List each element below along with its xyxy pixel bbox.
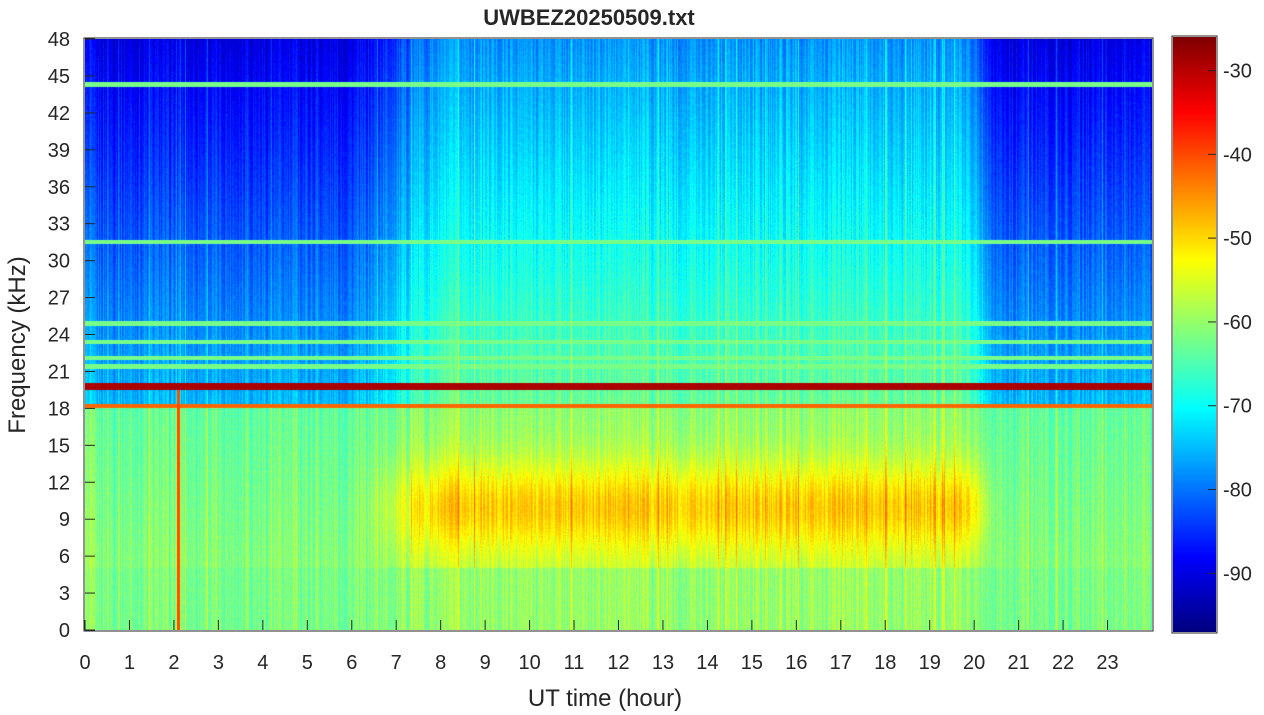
y-tick-label: 18 (48, 398, 70, 420)
y-tick-label: 27 (48, 288, 70, 310)
x-tick-label: 2 (168, 652, 179, 674)
x-tick-label: 10 (518, 652, 540, 674)
x-tick-label: 17 (830, 652, 852, 674)
x-axis-ticks: 0 1 2 3 4 5 6 7 8 9 10 11 12 13 14 15 16 17 18 19 20 21 22 23 (79, 620, 1119, 674)
colorbar-tick-label: -50 (1223, 228, 1252, 250)
x-tick-label: 6 (346, 652, 357, 674)
y-tick-label: 21 (48, 361, 70, 383)
colorbar-gradient (1173, 37, 1216, 632)
x-tick-label: 5 (302, 652, 313, 674)
colorbar-ticks: -90 -80 -70 -60 -50 -40 -30 (1208, 61, 1252, 585)
x-tick-label: 12 (607, 652, 629, 674)
x-tick-label: 1 (124, 652, 135, 674)
y-tick-label: 36 (48, 177, 70, 199)
y-tick-label: 33 (48, 214, 70, 236)
y-tick-label: 0 (59, 620, 70, 642)
y-tick-label: 12 (48, 472, 70, 494)
colorbar-tick-label: -70 (1223, 396, 1252, 418)
colorbar-tick-label: -40 (1223, 144, 1252, 166)
x-tick-label: 3 (213, 652, 224, 674)
y-tick-label: 15 (48, 435, 70, 457)
y-axis-label: Frequency (kHz) (4, 256, 31, 433)
colorbar-tick-label: -80 (1223, 480, 1252, 502)
x-tick-label: 0 (79, 652, 90, 674)
x-tick-label: 14 (696, 652, 718, 674)
colorbar-tick-label: -60 (1223, 312, 1252, 334)
plot-frame (83, 37, 1154, 632)
y-tick-label: 39 (48, 140, 70, 162)
colorbar-frame (1171, 35, 1218, 634)
x-tick-label: 19 (919, 652, 941, 674)
y-tick-label: 45 (48, 66, 70, 88)
x-tick-label: 15 (741, 652, 763, 674)
y-tick-label: 3 (59, 583, 70, 605)
x-axis-label: UT time (hour) (528, 685, 682, 712)
colorbar-tick-label: -30 (1223, 61, 1252, 83)
y-tick-label: 30 (48, 251, 70, 273)
x-tick-label: 23 (1096, 652, 1118, 674)
x-tick-label: 20 (963, 652, 985, 674)
x-tick-label: 21 (1008, 652, 1030, 674)
x-tick-label: 8 (435, 652, 446, 674)
spectrogram-heatmap (85, 39, 1152, 630)
x-tick-label: 18 (874, 652, 896, 674)
x-tick-label: 13 (652, 652, 674, 674)
x-tick-label: 16 (785, 652, 807, 674)
chart-title: UWBEZ20250509.txt (483, 5, 695, 30)
y-tick-label: 24 (48, 325, 70, 347)
x-tick-label: 11 (564, 652, 585, 674)
x-tick-label: 9 (480, 652, 491, 674)
x-tick-label: 7 (391, 652, 402, 674)
colorbar-tick-label: -90 (1223, 563, 1252, 585)
x-tick-label: 22 (1052, 652, 1074, 674)
y-tick-label: 6 (59, 546, 70, 568)
y-tick-label: 42 (48, 103, 70, 125)
x-tick-label: 4 (257, 652, 268, 674)
y-tick-label: 48 (48, 29, 70, 51)
y-tick-label: 9 (59, 509, 70, 531)
